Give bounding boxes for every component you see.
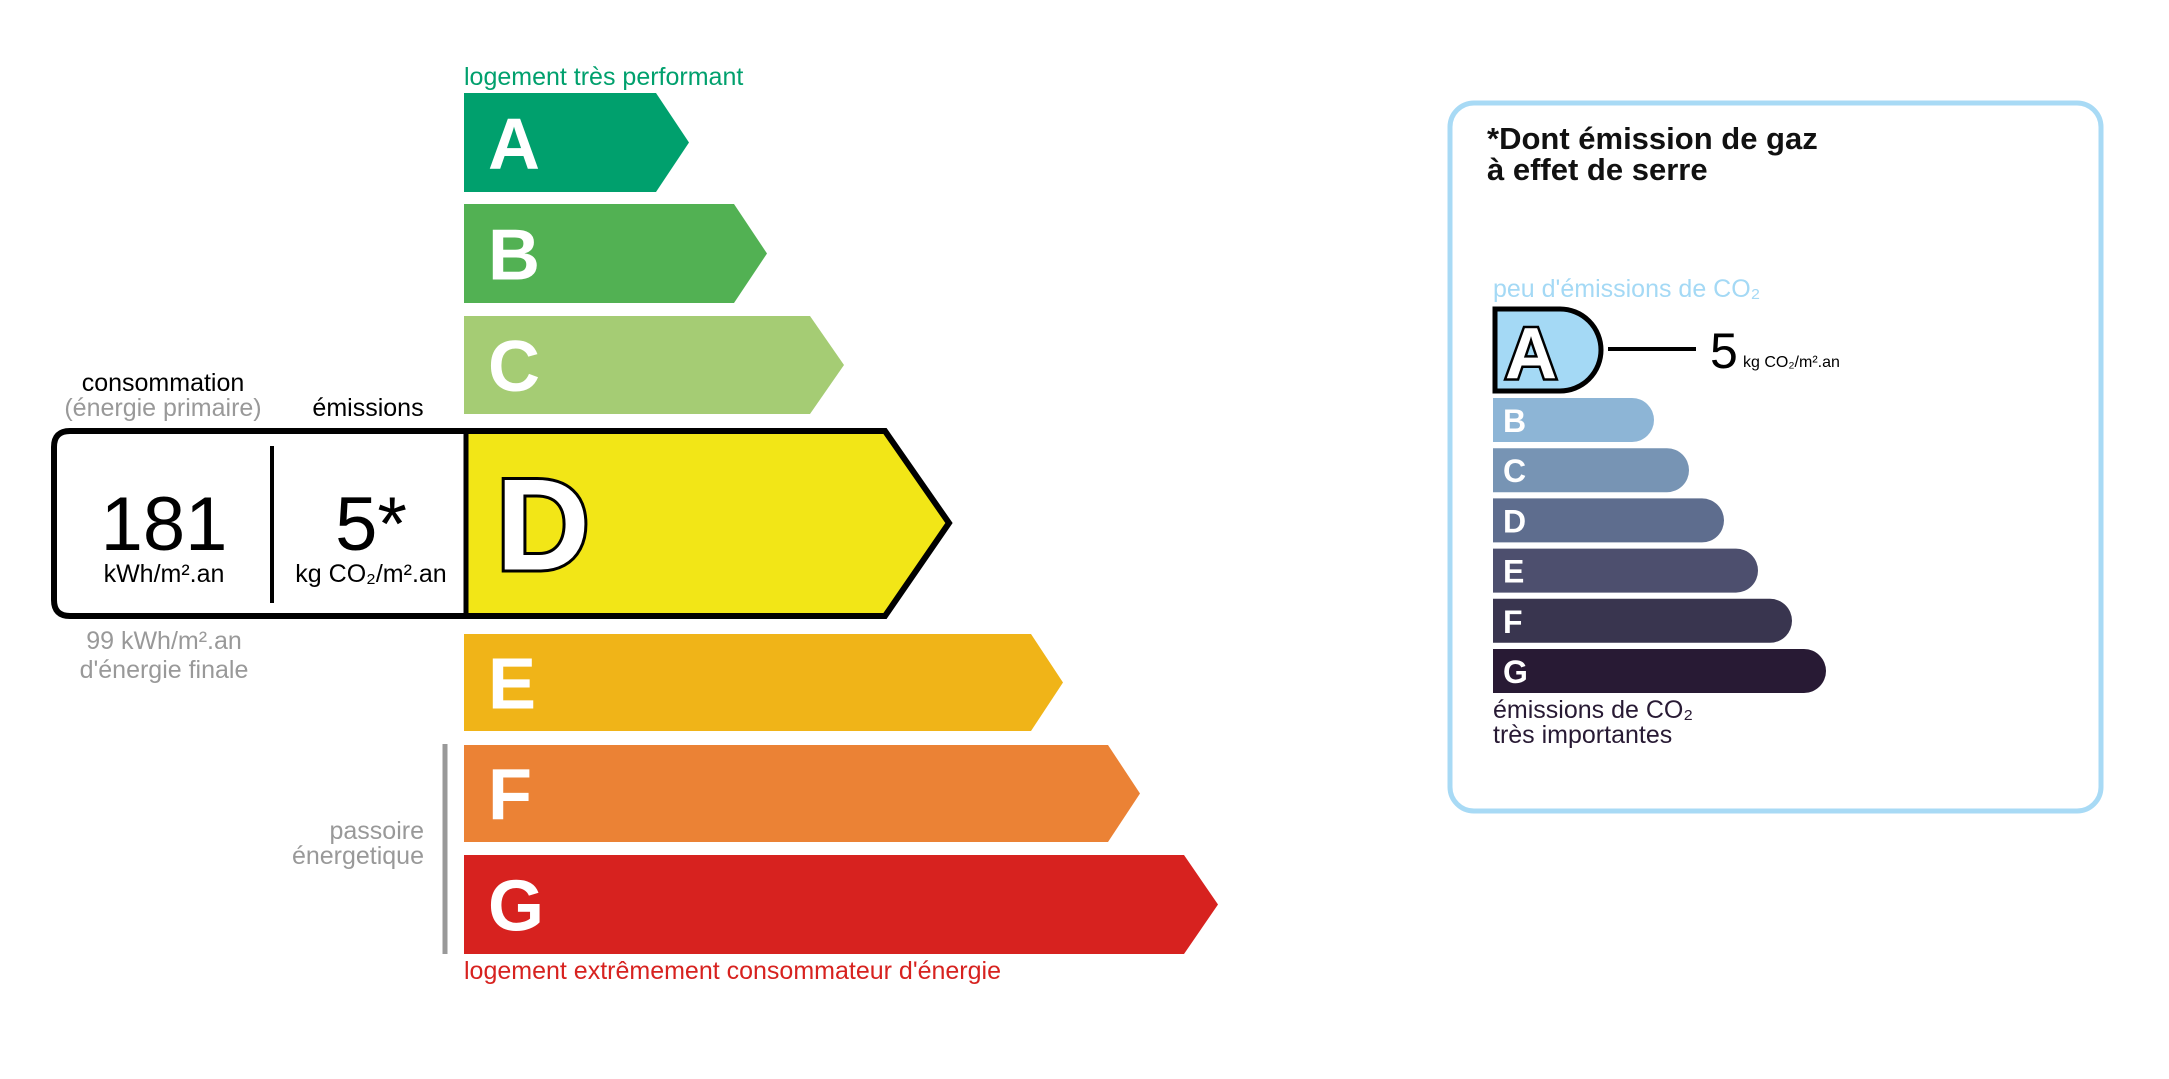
ges-title-2: à effet de serre [1487,152,1708,187]
consumption-value: 181 [101,482,228,567]
ges-letter-f: F [1503,604,1523,640]
consumption-unit: kWh/m².an [104,560,225,588]
bottom-label: logement extrêmement consommateur d'éner… [464,957,1001,985]
final-energy-value: 99 kWh/m².an [86,627,242,655]
ges-bar-e [1493,548,1759,593]
energy-bar-e [464,634,1063,731]
top-label: logement très performant [464,63,743,91]
ges-bar-g [1493,649,1826,693]
energy-letter-b: B [488,216,540,296]
ges-title-1: *Dont émission de gaz [1487,121,1818,156]
ges-bar-f [1493,598,1792,643]
ges-panel [1447,100,2104,814]
energy-letter-e: E [488,645,536,725]
ges-top-label: peu d'émissions de CO₂ [1493,275,1760,303]
passoire-label-2: énergetique [292,842,424,870]
ges-value: 5 [1710,323,1738,379]
ges-bar-a [1492,306,1604,394]
ges-bar-c [1493,448,1689,493]
consumption-subheader: (énergie primaire) [64,394,261,422]
ges-letter-a: A [1505,314,1557,394]
passoire-label-1: passoire [330,817,425,845]
ges-letter-b: B [1503,403,1526,439]
energy-letter-d: D [496,452,590,598]
ges-letter-e: E [1503,554,1524,590]
ges-bar-d [1493,498,1724,543]
ges-bar-b [1493,398,1654,442]
emissions-header: émissions [312,394,423,422]
energy-bar-f [464,745,1140,842]
ges-letter-g: G [1503,654,1528,690]
energy-bar-a [464,93,689,192]
energy-bar-c [464,316,844,414]
ges-letter-c: C [1503,453,1526,489]
final-energy-label: d'énergie finale [80,656,249,684]
consumption-header: consommation [82,369,245,397]
ges-bottom-label-1: émissions de CO₂ [1493,696,1693,724]
energy-letter-f: F [488,756,532,836]
consumption-box [51,428,953,619]
energy-bar-b [464,204,767,303]
emissions-unit: kg CO₂/m².an [295,560,446,588]
ges-letter-d: D [1503,503,1526,539]
ges-unit: kg CO₂/m².an [1743,354,1840,371]
energy-letter-g: G [488,867,544,947]
ges-bottom-label-2: très importantes [1493,721,1672,749]
energy-letter-c: C [488,327,540,407]
energy-bar-g [464,855,1218,954]
emissions-value: 5* [335,482,407,567]
energy-bar-d [466,431,949,616]
energy-letter-a: A [488,105,540,185]
